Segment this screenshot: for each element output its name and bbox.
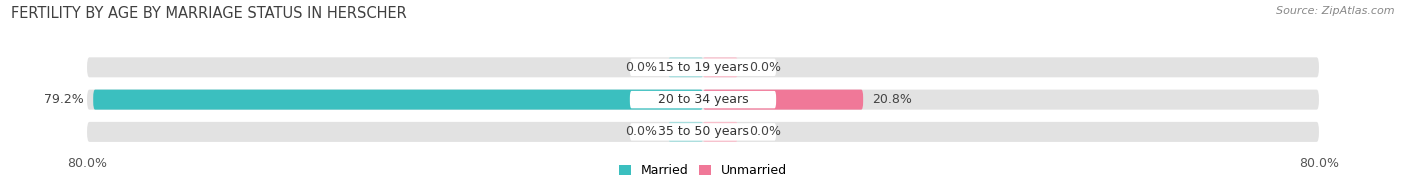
FancyBboxPatch shape — [93, 90, 703, 110]
Text: 0.0%: 0.0% — [624, 125, 657, 138]
Text: 35 to 50 years: 35 to 50 years — [658, 125, 748, 138]
Text: 79.2%: 79.2% — [44, 93, 84, 106]
Text: Source: ZipAtlas.com: Source: ZipAtlas.com — [1277, 6, 1395, 16]
FancyBboxPatch shape — [630, 59, 776, 76]
FancyBboxPatch shape — [87, 57, 1319, 77]
FancyBboxPatch shape — [630, 123, 776, 141]
FancyBboxPatch shape — [668, 57, 703, 77]
FancyBboxPatch shape — [87, 90, 1319, 110]
Text: 0.0%: 0.0% — [749, 125, 782, 138]
FancyBboxPatch shape — [87, 122, 1319, 142]
Text: 15 to 19 years: 15 to 19 years — [658, 61, 748, 74]
Text: 20.8%: 20.8% — [872, 93, 912, 106]
FancyBboxPatch shape — [703, 122, 738, 142]
Text: 0.0%: 0.0% — [749, 61, 782, 74]
Text: 20 to 34 years: 20 to 34 years — [658, 93, 748, 106]
FancyBboxPatch shape — [668, 122, 703, 142]
FancyBboxPatch shape — [703, 57, 738, 77]
FancyBboxPatch shape — [703, 90, 863, 110]
Legend: Married, Unmarried: Married, Unmarried — [619, 164, 787, 177]
FancyBboxPatch shape — [630, 91, 776, 108]
Text: FERTILITY BY AGE BY MARRIAGE STATUS IN HERSCHER: FERTILITY BY AGE BY MARRIAGE STATUS IN H… — [11, 6, 406, 21]
Text: 0.0%: 0.0% — [624, 61, 657, 74]
